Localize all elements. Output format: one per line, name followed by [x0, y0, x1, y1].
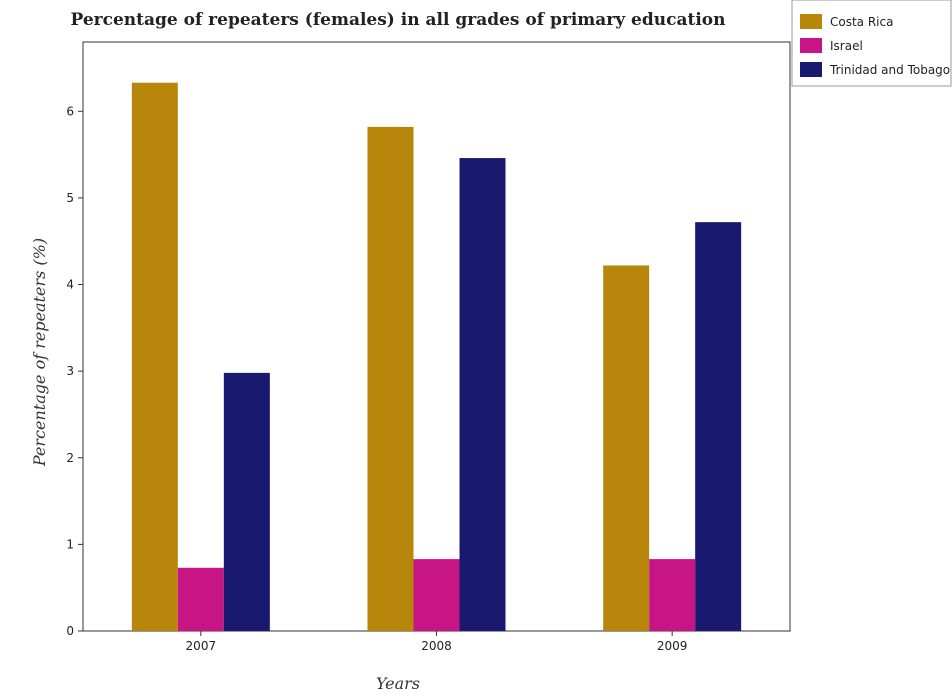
- y-tick-label: 1: [66, 537, 74, 551]
- bar: [649, 559, 696, 631]
- bar: [413, 559, 460, 631]
- bar: [223, 372, 270, 631]
- y-tick-label: 3: [66, 364, 74, 378]
- legend-swatch: [800, 38, 822, 53]
- y-tick-label: 6: [66, 104, 74, 118]
- legend-swatch: [800, 62, 822, 77]
- bar: [603, 265, 650, 631]
- bar: [367, 126, 414, 632]
- bar: [459, 158, 506, 632]
- bar: [131, 82, 178, 631]
- plot-frame: [82, 41, 791, 632]
- x-tick-label: 2007: [186, 639, 217, 653]
- bar: [695, 222, 742, 631]
- legend-label: Trinidad and Tobago: [829, 63, 950, 77]
- plot-area: 0 1 2 3 4 5 6 2007 2008 2009: [66, 41, 791, 653]
- y-tick-label: 2: [66, 451, 74, 465]
- legend: Costa Rica Israel Trinidad and Tobago: [791, 0, 952, 87]
- bar: [177, 567, 224, 631]
- legend-label: Costa Rica: [830, 15, 893, 29]
- x-tick-label: 2008: [421, 639, 452, 653]
- x-tick-label: 2009: [657, 639, 688, 653]
- chart-title: Percentage of repeaters (females) in all…: [71, 10, 726, 30]
- legend-label: Israel: [830, 39, 863, 53]
- y-axis-label: Percentage of repeaters (%): [30, 238, 49, 467]
- x-axis-label: Years: [376, 674, 420, 693]
- y-tick-label: 4: [66, 278, 74, 292]
- legend-swatch: [800, 14, 822, 29]
- y-tick-label: 5: [66, 191, 74, 205]
- y-tick-label: 0: [66, 624, 74, 638]
